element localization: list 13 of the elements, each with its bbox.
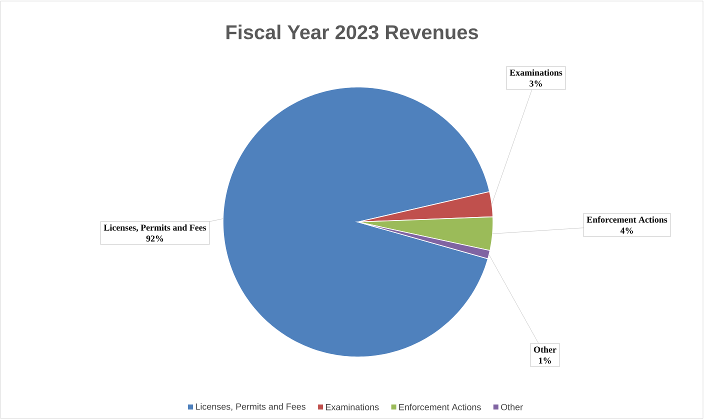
data-label: 1% <box>539 358 551 364</box>
legend-label: Enforcement Actions <box>399 404 481 410</box>
data-label: 4% <box>620 228 633 234</box>
legend-label: Examinations <box>326 404 379 410</box>
slice-label: Other <box>534 346 556 353</box>
legend-label: Other <box>501 404 523 410</box>
legend-label: Licenses, Permits and Fees <box>196 403 306 411</box>
data-label: 92% <box>146 236 164 242</box>
slice-label: Enforcement Actions <box>586 216 668 223</box>
slice-label: Examinations <box>510 69 562 76</box>
slice-label: Licenses, Permits and Fees <box>104 224 206 232</box>
data-label: 3% <box>530 80 542 87</box>
chart-title: Fiscal Year 2023 Revenues <box>226 24 478 40</box>
